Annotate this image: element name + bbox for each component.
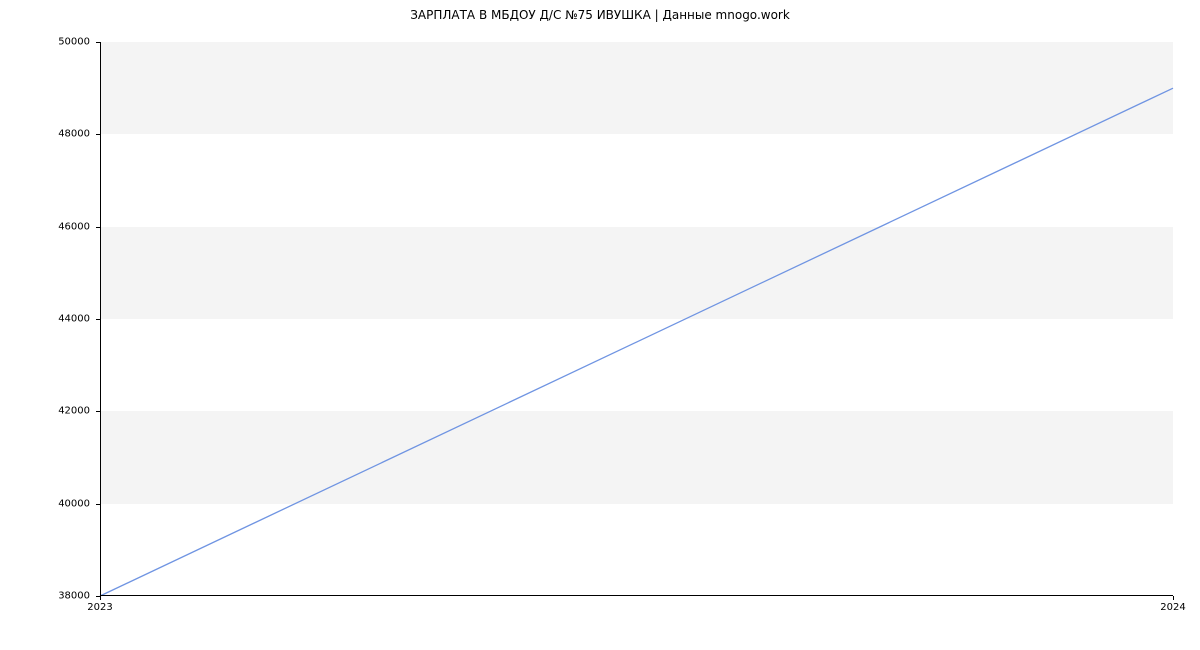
y-tick-label: 44000 [0,314,90,325]
y-axis-spine [100,42,101,596]
y-tick-label: 48000 [0,129,90,140]
y-tick-label: 40000 [0,498,90,509]
y-tick-mark [96,411,100,412]
x-tick-label: 2024 [1160,602,1185,613]
x-tick-mark [1173,596,1174,600]
y-tick-mark [96,319,100,320]
line-series-svg [100,42,1173,596]
data-line [100,88,1173,596]
y-tick-mark [96,42,100,43]
y-tick-mark [96,504,100,505]
x-axis-spine [100,595,1173,596]
y-tick-label: 38000 [0,591,90,602]
y-tick-label: 46000 [0,221,90,232]
chart-title: ЗАРПЛАТА В МБДОУ Д/С №75 ИВУШКА | Данные… [0,8,1200,22]
chart-container: ЗАРПЛАТА В МБДОУ Д/С №75 ИВУШКА | Данные… [0,0,1200,650]
plot-area [100,42,1173,596]
y-tick-mark [96,227,100,228]
x-tick-label: 2023 [87,602,112,613]
x-tick-mark [100,596,101,600]
y-tick-label: 50000 [0,37,90,48]
y-tick-mark [96,134,100,135]
y-tick-label: 42000 [0,406,90,417]
